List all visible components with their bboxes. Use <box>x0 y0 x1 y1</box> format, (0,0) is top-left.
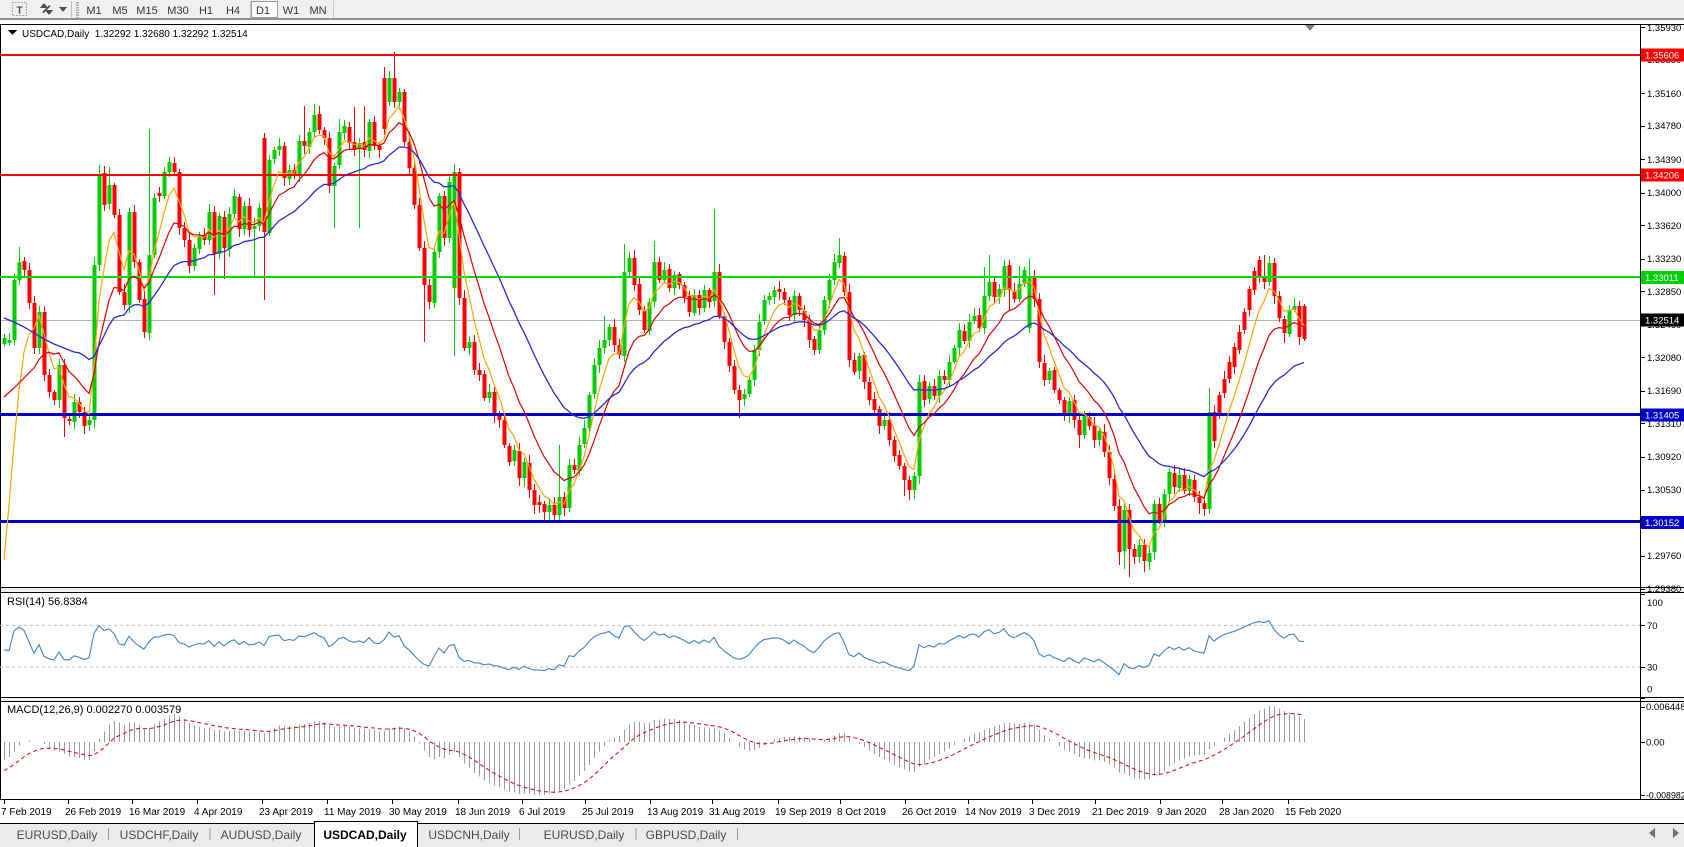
svg-text:1.32514: 1.32514 <box>1645 316 1679 327</box>
svg-text:7 Feb 2019: 7 Feb 2019 <box>1 807 52 818</box>
svg-text:1.30530: 1.30530 <box>1647 485 1681 496</box>
svg-text:1.34000: 1.34000 <box>1647 188 1681 199</box>
svg-text:1.34390: 1.34390 <box>1647 155 1681 166</box>
svg-text:30 May 2019: 30 May 2019 <box>389 807 447 818</box>
svg-text:1.30920: 1.30920 <box>1647 452 1681 463</box>
svg-text:M30: M30 <box>167 5 188 17</box>
svg-text:1.35930: 1.35930 <box>1647 23 1681 34</box>
svg-text:H4: H4 <box>226 5 240 17</box>
svg-text:1.29760: 1.29760 <box>1647 551 1681 562</box>
svg-text:1.32850: 1.32850 <box>1647 287 1681 298</box>
svg-text:23 Apr 2019: 23 Apr 2019 <box>259 807 313 818</box>
svg-text:1.35606: 1.35606 <box>1645 51 1679 62</box>
svg-text:1.34780: 1.34780 <box>1647 121 1681 132</box>
svg-text:21 Dec 2019: 21 Dec 2019 <box>1092 807 1149 818</box>
svg-text:1.32080: 1.32080 <box>1647 353 1681 364</box>
svg-text:USDCAD,Daily 1.32292 1.32680: USDCAD,Daily 1.32292 1.32680 1.32292 1.3… <box>22 29 248 40</box>
svg-text:-0.008982: -0.008982 <box>1646 791 1684 801</box>
svg-text:M15: M15 <box>136 5 157 17</box>
svg-text:0.00: 0.00 <box>1646 738 1665 749</box>
svg-text:16 Mar 2019: 16 Mar 2019 <box>129 807 186 818</box>
svg-text:RSI(14) 56.8384: RSI(14) 56.8384 <box>7 596 88 608</box>
svg-text:USDCHF,Daily: USDCHF,Daily <box>120 828 199 842</box>
svg-text:GBPUSD,Daily: GBPUSD,Daily <box>646 828 727 842</box>
svg-text:0: 0 <box>1647 685 1652 696</box>
svg-text:13 Aug 2019: 13 Aug 2019 <box>647 807 704 818</box>
svg-text:USDCAD,Daily: USDCAD,Daily <box>323 828 407 842</box>
svg-text:18 Jun 2019: 18 Jun 2019 <box>455 807 510 818</box>
svg-text:1.34206: 1.34206 <box>1645 171 1679 182</box>
svg-text:26 Feb 2019: 26 Feb 2019 <box>65 807 122 818</box>
svg-text:9 Jan 2020: 9 Jan 2020 <box>1157 807 1207 818</box>
svg-text:MACD(12,26,9) 0.002270 0.00357: MACD(12,26,9) 0.002270 0.003579 <box>7 704 181 716</box>
svg-text:26 Oct 2019: 26 Oct 2019 <box>902 807 957 818</box>
svg-text:M1: M1 <box>86 5 101 17</box>
svg-text:1.33011: 1.33011 <box>1645 273 1679 284</box>
svg-text:1.31310: 1.31310 <box>1647 419 1681 430</box>
svg-text:4 Apr 2019: 4 Apr 2019 <box>194 807 243 818</box>
svg-text:T: T <box>16 6 22 17</box>
svg-text:1.35160: 1.35160 <box>1647 89 1681 100</box>
svg-text:1.31690: 1.31690 <box>1647 386 1681 397</box>
svg-text:100: 100 <box>1647 598 1663 609</box>
svg-text:14 Nov 2019: 14 Nov 2019 <box>965 807 1022 818</box>
svg-text:W1: W1 <box>283 5 300 17</box>
svg-text:EURUSD,Daily: EURUSD,Daily <box>17 828 98 842</box>
svg-text:3 Dec 2019: 3 Dec 2019 <box>1029 807 1081 818</box>
svg-text:M5: M5 <box>112 5 127 17</box>
svg-text:19 Sep 2019: 19 Sep 2019 <box>775 807 832 818</box>
svg-text:AUDUSD,Daily: AUDUSD,Daily <box>221 828 302 842</box>
svg-text:1.33230: 1.33230 <box>1647 254 1681 265</box>
svg-text:25 Jul 2019: 25 Jul 2019 <box>582 807 634 818</box>
svg-text:D1: D1 <box>256 5 270 17</box>
svg-text:EURUSD,Daily: EURUSD,Daily <box>544 828 625 842</box>
svg-text:0.006448: 0.006448 <box>1646 702 1684 713</box>
svg-text:31 Aug 2019: 31 Aug 2019 <box>709 807 766 818</box>
svg-text:70: 70 <box>1647 621 1658 632</box>
svg-text:15 Feb 2020: 15 Feb 2020 <box>1285 807 1342 818</box>
svg-text:1.30152: 1.30152 <box>1645 518 1679 529</box>
svg-text:11 May 2019: 11 May 2019 <box>324 807 382 818</box>
svg-text:MN: MN <box>309 5 326 17</box>
svg-text:1.29380: 1.29380 <box>1647 584 1681 595</box>
svg-text:1.31405: 1.31405 <box>1645 411 1679 422</box>
svg-text:6 Jul 2019: 6 Jul 2019 <box>519 807 566 818</box>
svg-text:USDCNH,Daily: USDCNH,Daily <box>428 828 509 842</box>
svg-text:H1: H1 <box>199 5 213 17</box>
svg-text:30: 30 <box>1647 663 1658 674</box>
svg-text:1.33620: 1.33620 <box>1647 221 1681 232</box>
svg-text:28 Jan 2020: 28 Jan 2020 <box>1219 807 1274 818</box>
svg-text:8 Oct 2019: 8 Oct 2019 <box>837 807 886 818</box>
